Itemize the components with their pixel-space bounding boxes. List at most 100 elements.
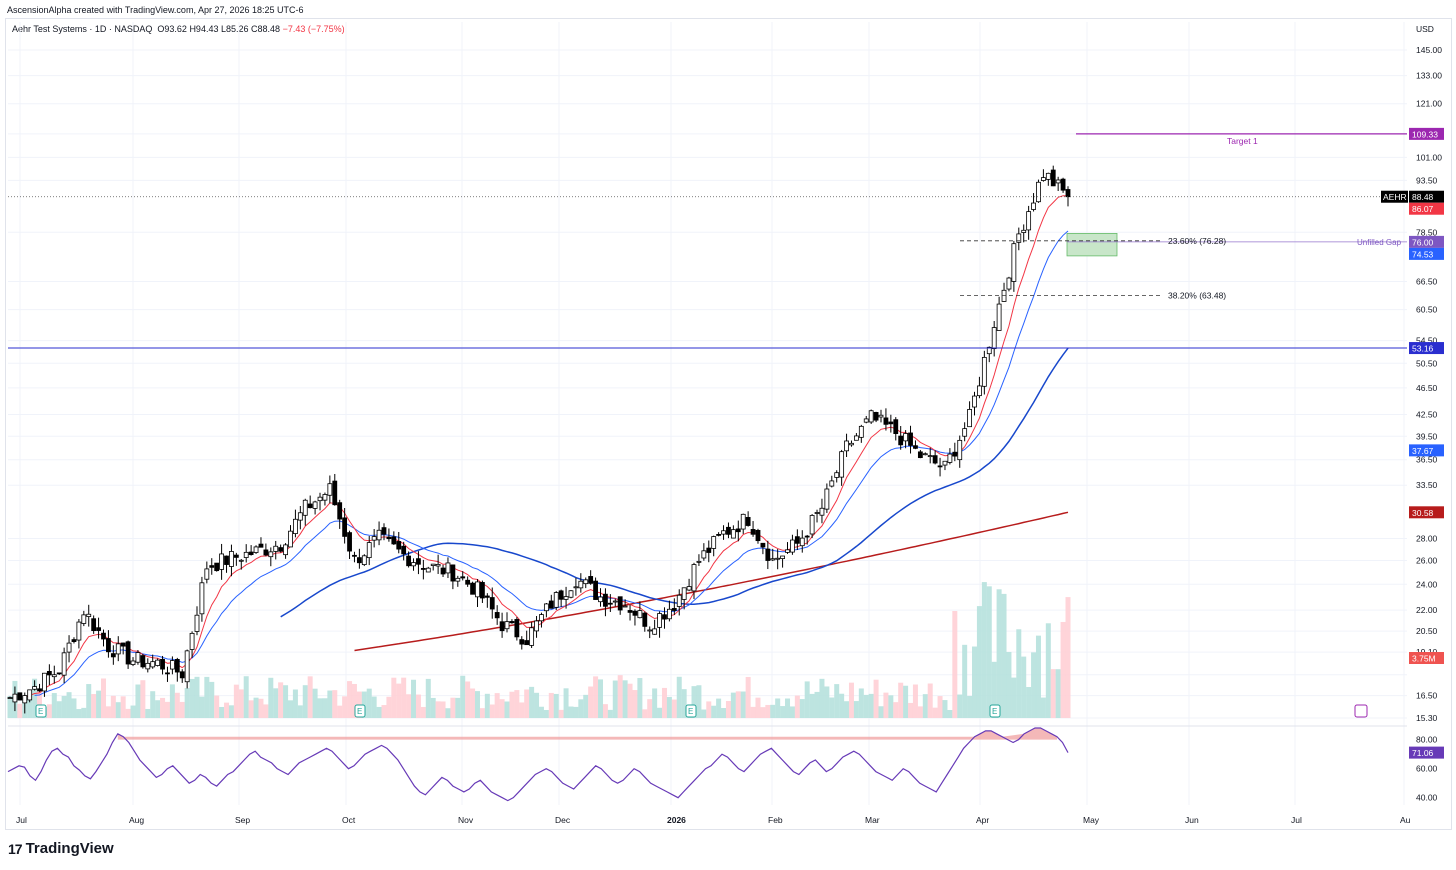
candle-body: [996, 303, 1002, 331]
volume-bar: [588, 686, 594, 718]
volume-bar: [406, 694, 412, 718]
volume-bar: [17, 703, 23, 718]
volume-bar: [922, 694, 928, 718]
candle-body: [977, 385, 982, 397]
candle-body: [598, 596, 603, 603]
candle-body: [819, 507, 825, 516]
volume-bar: [258, 698, 264, 718]
volume-bar: [538, 706, 544, 718]
volume-bar: [174, 692, 180, 718]
volume-bar: [386, 696, 392, 718]
volume-bar: [115, 702, 121, 718]
candle-body: [863, 418, 869, 423]
price-tag: [1409, 190, 1444, 203]
volume-bar: [184, 688, 190, 718]
candle-body: [794, 536, 800, 544]
candle-body: [760, 542, 766, 548]
candle-body: [548, 600, 554, 609]
candle-body: [165, 672, 170, 675]
volume-bar: [602, 704, 608, 718]
candle-body: [66, 642, 72, 653]
volume-bar: [110, 695, 116, 718]
volume-bar: [725, 701, 731, 718]
candle-body: [22, 695, 28, 704]
candle-body: [514, 619, 520, 638]
volume-bar: [1001, 593, 1007, 718]
candle-body: [504, 621, 510, 630]
volume-bar: [470, 688, 476, 718]
candle-body: [814, 512, 820, 514]
price-tag: [1409, 444, 1444, 457]
volume-bar: [898, 682, 904, 718]
candle-body: [627, 610, 633, 613]
candle-body: [406, 555, 411, 567]
candle-body: [962, 428, 968, 437]
price-tick: 46.50: [1416, 383, 1438, 393]
candle-body: [1040, 177, 1046, 181]
volume-bar: [775, 698, 781, 718]
candle-body: [435, 564, 441, 567]
candle-body: [293, 518, 298, 535]
candle-body: [849, 442, 854, 446]
unfilled-gap-label: Unfilled Gap: [1357, 238, 1402, 247]
unfilled-gap-box: [1066, 233, 1118, 257]
volume-bar: [32, 678, 38, 718]
volume-bar: [858, 688, 864, 718]
candle-body: [952, 451, 958, 457]
candle-body: [174, 658, 180, 673]
candle-body: [858, 425, 864, 438]
low-value: L85.26: [220, 24, 249, 34]
price-tick: 42.50: [1416, 410, 1438, 420]
price-tick: 39.50: [1416, 431, 1438, 441]
candle-body: [342, 517, 348, 537]
earnings-marker: [35, 704, 47, 718]
candle-body: [420, 568, 426, 570]
price-tag-label: 76.00: [1412, 237, 1434, 247]
volume-bar: [829, 697, 835, 718]
candle-body: [824, 488, 830, 510]
candle-body: [745, 517, 751, 526]
candle-body: [1001, 289, 1007, 302]
volume-bar: [445, 708, 451, 718]
candle-body: [179, 671, 185, 679]
volume-bar: [391, 677, 397, 718]
volume-bar: [607, 709, 613, 718]
volume-bar: [647, 699, 653, 718]
volume-bar: [135, 684, 141, 718]
candle-body: [248, 551, 254, 555]
volume-bar: [691, 686, 697, 718]
grid-lines: [8, 22, 1407, 805]
price-tick: 145.00: [1416, 45, 1442, 55]
price-tick: 33.50: [1416, 480, 1438, 490]
volume-bar: [81, 707, 87, 718]
volume-bar: [721, 708, 727, 718]
volume-bar: [130, 705, 136, 718]
candle-body: [465, 579, 471, 585]
volume-bar: [307, 676, 313, 718]
volume-bar: [735, 691, 741, 718]
candle-body: [455, 577, 461, 582]
candle-body: [86, 613, 92, 617]
volume-bar: [440, 701, 446, 718]
volume-bar: [794, 695, 800, 718]
candle-body: [155, 659, 161, 666]
candle-body: [770, 558, 776, 561]
volume-bar: [681, 689, 687, 718]
volume-bar: [169, 684, 175, 718]
symbol-tag-label: AEHR: [1383, 192, 1407, 202]
candle-body: [489, 597, 495, 610]
volume-bar: [179, 701, 185, 718]
candle-body: [1011, 243, 1017, 282]
volume-bar: [780, 706, 786, 718]
candle-body: [854, 435, 859, 441]
volume-bar: [1016, 629, 1022, 718]
candle-body: [696, 560, 702, 563]
volume-bar: [573, 706, 579, 718]
candle-body: [913, 445, 918, 449]
candle-body: [204, 568, 210, 580]
volume-bar: [745, 676, 751, 718]
earnings-marker-label: E: [357, 707, 362, 716]
candle-body: [184, 650, 190, 683]
sma-50-line: [280, 347, 1069, 618]
